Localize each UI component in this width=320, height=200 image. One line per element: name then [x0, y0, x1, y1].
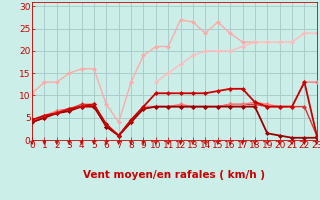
X-axis label: Vent moyen/en rafales ( km/h ): Vent moyen/en rafales ( km/h ) [84, 170, 265, 180]
